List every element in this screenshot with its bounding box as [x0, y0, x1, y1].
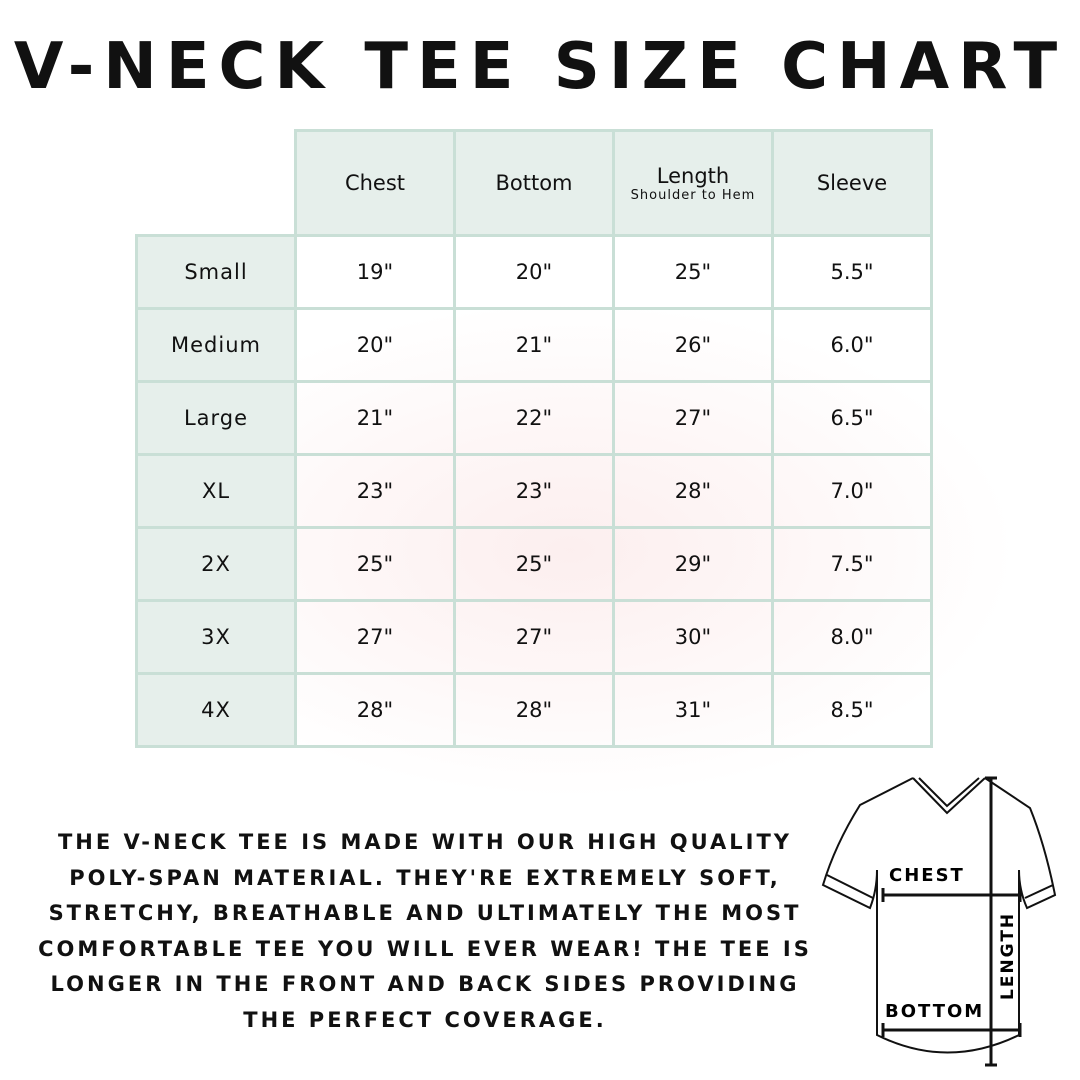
chest-cell: 21": [294, 380, 456, 456]
length-label: LENGTH: [998, 912, 1018, 1000]
measurement-lines: [881, 776, 1022, 1067]
header-chest: Chest: [294, 129, 456, 237]
bottom-cell: 22": [453, 380, 615, 456]
size-label: 4X: [135, 672, 297, 748]
table-row: Small 19" 20" 25" 5.5": [135, 234, 933, 310]
chest-cell: 28": [294, 672, 456, 748]
bottom-cell: 27": [453, 599, 615, 675]
table-row: 2X 25" 25" 29" 7.5": [135, 526, 933, 602]
sleeve-cell: 6.5": [771, 380, 933, 456]
size-label: Large: [135, 380, 297, 456]
sleeve-cell: 8.0": [771, 599, 933, 675]
corner-cell: [137, 131, 296, 236]
header-bottom: Bottom: [453, 129, 615, 237]
bottom-cell: 21": [453, 307, 615, 383]
bottom-cell: 23": [453, 453, 615, 529]
bottom-label: BOTTOM: [885, 1001, 984, 1022]
page-title: V-NECK TEE SIZE CHART: [13, 30, 1067, 104]
size-chart-table: Chest Bottom Length Shoulder to Hem Sleev…: [135, 129, 933, 748]
length-cell: 30": [612, 599, 774, 675]
size-label: 2X: [135, 526, 297, 602]
chest-cell: 25": [294, 526, 456, 602]
size-label: Small: [135, 234, 297, 310]
table-row: 3X 27" 27" 30" 8.0": [135, 599, 933, 675]
sleeve-cell: 7.5": [771, 526, 933, 602]
product-description: The V-neck tee is made with our high qua…: [38, 830, 812, 1032]
tshirt-measurement-diagram: CHEST BOTTOM LENGTH: [821, 776, 1057, 1067]
chest-cell: 19": [294, 234, 456, 310]
header-length: Length Shoulder to Hem: [612, 129, 774, 237]
table-row: Large 21" 22" 27" 6.5": [135, 380, 933, 456]
chest-cell: 23": [294, 453, 456, 529]
sleeve-cell: 8.5": [771, 672, 933, 748]
chest-cell: 20": [294, 307, 456, 383]
bottom-cell: 28": [453, 672, 615, 748]
bottom-cell: 20": [453, 234, 615, 310]
length-cell: 31": [612, 672, 774, 748]
header-length-sub: Shoulder to Hem: [630, 187, 756, 203]
tshirt-outline: [821, 777, 1057, 1054]
length-cell: 26": [612, 307, 774, 383]
size-label: Medium: [135, 307, 297, 383]
table-header-row: Chest Bottom Length Shoulder to Hem Sleev…: [137, 129, 933, 237]
table-row: XL 23" 23" 28" 7.0": [135, 453, 933, 529]
table-row: 4X 28" 28" 31" 8.5": [135, 672, 933, 748]
table-row: Medium 20" 21" 26" 6.0": [135, 307, 933, 383]
sleeve-cell: 7.0": [771, 453, 933, 529]
length-cell: 29": [612, 526, 774, 602]
chest-label: CHEST: [889, 865, 965, 886]
length-cell: 27": [612, 380, 774, 456]
header-sleeve: Sleeve: [771, 129, 933, 237]
chest-cell: 27": [294, 599, 456, 675]
length-cell: 25": [612, 234, 774, 310]
bottom-cell: 25": [453, 526, 615, 602]
sleeve-cell: 5.5": [771, 234, 933, 310]
sleeve-cell: 6.0": [771, 307, 933, 383]
length-cell: 28": [612, 453, 774, 529]
size-label: 3X: [135, 599, 297, 675]
size-label: XL: [135, 453, 297, 529]
